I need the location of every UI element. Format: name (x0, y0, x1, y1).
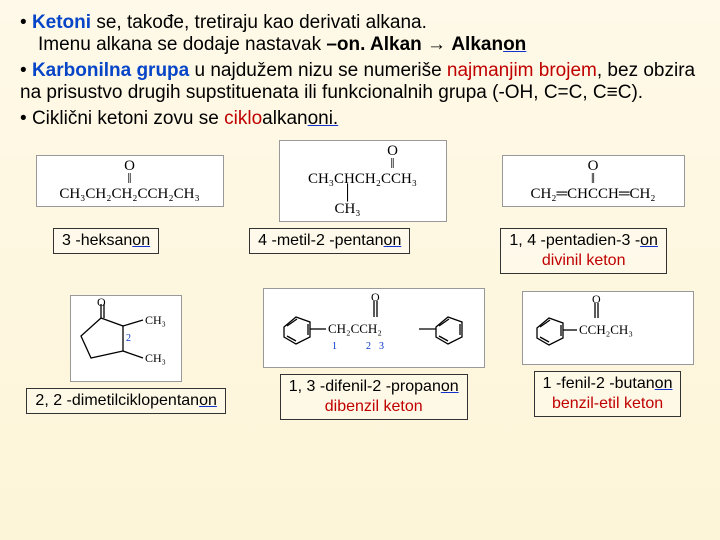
struct-dibenzylketone: CH₂CCH₂ O 1 2 3 (263, 288, 485, 368)
s2-formula: CH₃CHCH₂CCH₃ (308, 171, 417, 188)
bullet-1: • Ketoni se, takođe, tretiraju kao deriv… (20, 12, 704, 56)
l2-on: on (384, 232, 402, 249)
b1-rest: se, takođe, tretiraju kao derivati alkan… (91, 12, 427, 33)
l6-on: on (655, 375, 673, 392)
bullet-2: • Karbonilna grupa u najdužem nizu se nu… (20, 60, 704, 104)
s2-branch: CH₃ (334, 201, 360, 218)
b1-line2a: Imenu alkana se dodaje nastavak (38, 34, 326, 55)
l3a: 1, 4 -pentadien-3 - (509, 232, 640, 249)
alkanon-stem: Alkan (451, 34, 503, 55)
b2-rest: u najdužem nizu se numeriše (189, 60, 447, 81)
label-dibenzylketone: 1, 3 -difenil-2 -propanon dibenzil keton (280, 374, 468, 420)
structures-row-1: O ‖ CH₃CH₂CH₂CCH₂CH₃ O ‖ CH₃CHCH₂CCH₃ │ … (0, 140, 720, 222)
label-hexanone: 3 -heksanon (53, 228, 159, 254)
svg-text:O: O (97, 295, 106, 309)
svg-text:CCH₂CH₃: CCH₂CH₃ (579, 322, 633, 337)
oni: oni. (308, 108, 339, 129)
l5a: 1, 3 -difenil-2 -propan (289, 378, 441, 395)
arrow: → (422, 34, 452, 55)
struct-cyclopentanone: O CH₃ CH₃ 2 (70, 295, 182, 382)
s3-formula: CH₂═CHCCH═CH₂ (530, 186, 655, 203)
l3-on: on (640, 232, 658, 249)
l1-text: 3 -heksan (62, 232, 132, 249)
struct-benzylethylketone: CCH₂CH₃ O (522, 291, 694, 365)
label-dimethylcyclopentanone: 2, 2 -dimetilciklopentanon (26, 388, 225, 414)
col-benzylethylketone: CCH₂CH₃ O 1 -fenil-2 -butanon benzil-eti… (522, 291, 694, 417)
label-pentadienone: 1, 4 -pentadien-3 -on divinil keton (500, 228, 667, 274)
s1-formula: CH₃CH₂CH₂CCH₂CH₃ (59, 186, 199, 203)
structures-row-2: O CH₃ CH₃ 2 2, 2 -dimetilciklopentanon (0, 288, 720, 420)
l4-text: 2, 2 -dimetilciklopentan (35, 392, 199, 409)
label-benzylethylketone: 1 -fenil-2 -butanon benzil-etil keton (534, 371, 682, 417)
dbl-bond-icon: ‖ (127, 173, 131, 186)
slide-content: • Ketoni se, takođe, tretiraju kao deriv… (0, 0, 720, 130)
dbl-bond-icon: ‖ (591, 173, 595, 186)
b3a: Ciklični ketoni zovu se (32, 108, 224, 129)
l4-on: on (199, 392, 217, 409)
col-dimethylcyclopentanone: O CH₃ CH₃ 2 2, 2 -dimetilciklopentanon (26, 295, 225, 414)
svg-text:O: O (371, 290, 380, 304)
ketoni-word: Ketoni (32, 12, 91, 33)
svg-text:3: 3 (379, 341, 384, 352)
karbonilna: Karbonilna grupa (32, 60, 189, 81)
struct-methylpentanone: O ‖ CH₃CHCH₂CCH₃ │ CH₃ (279, 140, 447, 222)
labels-row-1: 3 -heksanon 4 -metil-2 -pentanon 1, 4 -p… (0, 228, 720, 274)
najmanjim: najmanjim brojem (447, 60, 597, 81)
col-dibenzylketone: CH₂CCH₂ O 1 2 3 1, 3 -difenil-2 -propano… (263, 288, 485, 420)
svg-text:CH₃: CH₃ (145, 313, 166, 327)
label-methylpentanone: 4 -metil-2 -pentanon (249, 228, 410, 254)
svg-text:CH₃: CH₃ (145, 351, 166, 365)
l2-text: 4 -metil-2 -pentan (258, 232, 383, 249)
b1-line2: Imenu alkana se dodaje nastavak –on. Alk… (20, 34, 526, 55)
bullet-3: • Ciklični ketoni zovu se cikloalkanoni. (20, 108, 704, 130)
b3-rest: alkan (262, 108, 307, 129)
svg-text:O: O (592, 292, 601, 306)
struct-hexanone: O ‖ CH₃CH₂CH₂CCH₂CH₃ (36, 155, 224, 207)
suffix-on: –on. (326, 34, 365, 55)
l1-on: on (132, 232, 150, 249)
l6b: benzil-etil keton (552, 395, 663, 412)
dbl-bond-icon: ‖ (390, 158, 394, 171)
alkan-word: Alkan (365, 34, 421, 55)
svg-text:2: 2 (126, 333, 131, 344)
ciklo: ciklo (224, 108, 262, 129)
svg-text:CH₂CCH₂: CH₂CCH₂ (328, 321, 382, 336)
alkanon-on: on (503, 34, 526, 55)
l5b: dibenzil keton (325, 398, 423, 415)
struct-pentadienone: O ‖ CH₂═CHCCH═CH₂ (502, 155, 685, 207)
l6a: 1 -fenil-2 -butan (543, 375, 655, 392)
svg-text:2: 2 (366, 341, 371, 352)
svg-text:1: 1 (332, 341, 337, 352)
branch-line-icon: │ (342, 185, 353, 201)
l5-on: on (441, 378, 459, 395)
l3b: divinil keton (542, 252, 626, 269)
